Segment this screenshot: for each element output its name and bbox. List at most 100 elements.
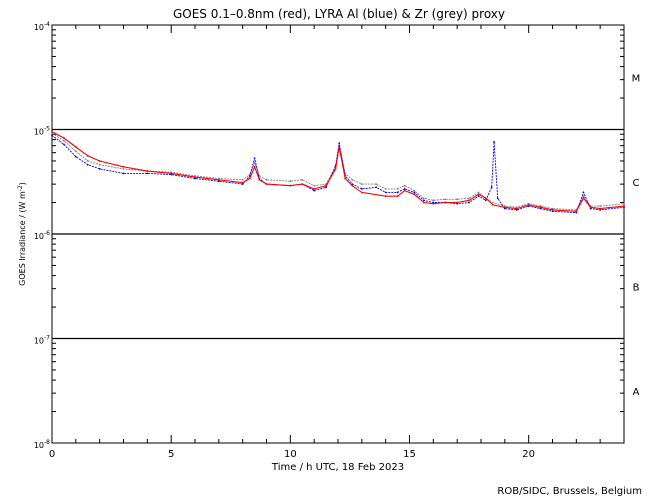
data-point bbox=[503, 205, 506, 207]
data-point bbox=[258, 178, 261, 181]
data-point bbox=[599, 207, 602, 210]
y-axis-label-main: GOES Irradiance / (W m bbox=[18, 191, 27, 286]
data-point bbox=[623, 205, 625, 207]
data-point bbox=[217, 180, 220, 183]
data-point bbox=[74, 150, 77, 153]
data-point bbox=[403, 189, 406, 192]
data-point bbox=[217, 178, 220, 181]
y-tick-label: 10-6 bbox=[34, 230, 50, 241]
data-point bbox=[477, 195, 480, 198]
data-point bbox=[493, 141, 496, 143]
data-point bbox=[217, 177, 220, 180]
y-tick-label: 10-4 bbox=[34, 21, 50, 32]
data-point bbox=[265, 178, 268, 181]
class-label-m: M bbox=[632, 73, 641, 84]
data-point bbox=[396, 195, 399, 198]
data-point bbox=[551, 209, 554, 211]
data-point bbox=[344, 177, 347, 180]
data-point bbox=[503, 206, 506, 209]
series-layer bbox=[51, 130, 625, 214]
x-tick-label: 20 bbox=[522, 449, 535, 460]
data-point bbox=[384, 191, 387, 194]
credit-text: ROB/SIDC, Brussels, Belgium bbox=[497, 486, 642, 497]
data-point bbox=[313, 189, 316, 192]
data-point bbox=[456, 198, 459, 201]
data-point bbox=[413, 189, 416, 192]
data-point bbox=[360, 188, 363, 190]
data-point bbox=[396, 188, 399, 190]
data-point bbox=[539, 207, 542, 210]
data-point bbox=[413, 191, 416, 194]
data-point bbox=[551, 207, 554, 210]
data-point bbox=[477, 193, 480, 196]
data-point bbox=[313, 184, 316, 187]
data-point bbox=[492, 203, 494, 206]
data-point bbox=[194, 176, 196, 179]
data-point bbox=[122, 172, 125, 175]
data-point bbox=[492, 201, 494, 204]
data-point bbox=[301, 183, 304, 186]
data-point bbox=[444, 201, 447, 204]
data-point bbox=[527, 203, 530, 206]
data-point bbox=[403, 184, 406, 187]
data-point bbox=[63, 139, 65, 142]
data-point bbox=[515, 207, 518, 210]
data-point bbox=[265, 183, 268, 186]
data-point bbox=[98, 167, 101, 170]
data-point bbox=[74, 146, 77, 148]
data-point bbox=[432, 199, 435, 202]
flare-class-labels: A B C M bbox=[632, 73, 641, 398]
data-point bbox=[623, 206, 625, 209]
data-point bbox=[51, 132, 53, 135]
data-point bbox=[589, 206, 592, 209]
x-tick-label: 0 bbox=[49, 449, 55, 460]
data-point bbox=[253, 165, 256, 168]
data-point bbox=[515, 209, 518, 211]
series-lyra-zr bbox=[51, 132, 625, 211]
data-point bbox=[194, 177, 196, 180]
data-point bbox=[456, 201, 459, 204]
data-point bbox=[477, 191, 480, 194]
data-point bbox=[484, 199, 487, 202]
gridlines bbox=[52, 128, 624, 340]
data-point bbox=[396, 191, 399, 194]
data-point bbox=[170, 172, 173, 175]
data-point bbox=[503, 207, 506, 210]
data-point bbox=[599, 205, 602, 207]
class-label-a: A bbox=[633, 387, 640, 398]
data-point bbox=[122, 165, 125, 168]
x-tick-label: 15 bbox=[403, 449, 416, 460]
data-point bbox=[375, 186, 378, 189]
data-point bbox=[515, 206, 518, 209]
data-point bbox=[248, 177, 251, 180]
y-tick-label: 10-8 bbox=[34, 439, 50, 450]
data-point bbox=[289, 184, 292, 187]
data-point bbox=[422, 199, 425, 202]
data-point bbox=[422, 197, 425, 200]
x-axis-label: Time / h UTC, 18 Feb 2023 bbox=[271, 462, 404, 473]
data-point bbox=[86, 154, 89, 157]
data-point bbox=[253, 161, 256, 164]
data-point bbox=[375, 183, 378, 186]
data-point bbox=[338, 142, 341, 145]
data-point bbox=[589, 207, 592, 210]
series-lyra-al bbox=[51, 134, 625, 214]
data-point bbox=[51, 134, 53, 137]
data-point bbox=[146, 170, 149, 172]
data-point bbox=[98, 163, 101, 166]
data-point bbox=[422, 201, 425, 204]
data-point bbox=[86, 163, 89, 166]
data-point bbox=[241, 178, 244, 181]
data-point bbox=[360, 191, 363, 194]
x-tick-label: 5 bbox=[168, 449, 174, 460]
data-point bbox=[325, 186, 327, 189]
data-point bbox=[74, 155, 77, 158]
data-point bbox=[98, 160, 101, 162]
data-point bbox=[444, 198, 447, 201]
data-point bbox=[539, 205, 542, 207]
data-point bbox=[575, 211, 578, 214]
chart-title: GOES 0.1–0.8nm (red), LYRA Al (blue) & Z… bbox=[173, 7, 505, 21]
data-point bbox=[539, 206, 542, 209]
axis-ticks: 0 5 10 15 20 10-8 10-7 10-6 10-5 10-4 bbox=[34, 21, 625, 460]
data-point bbox=[241, 181, 244, 184]
